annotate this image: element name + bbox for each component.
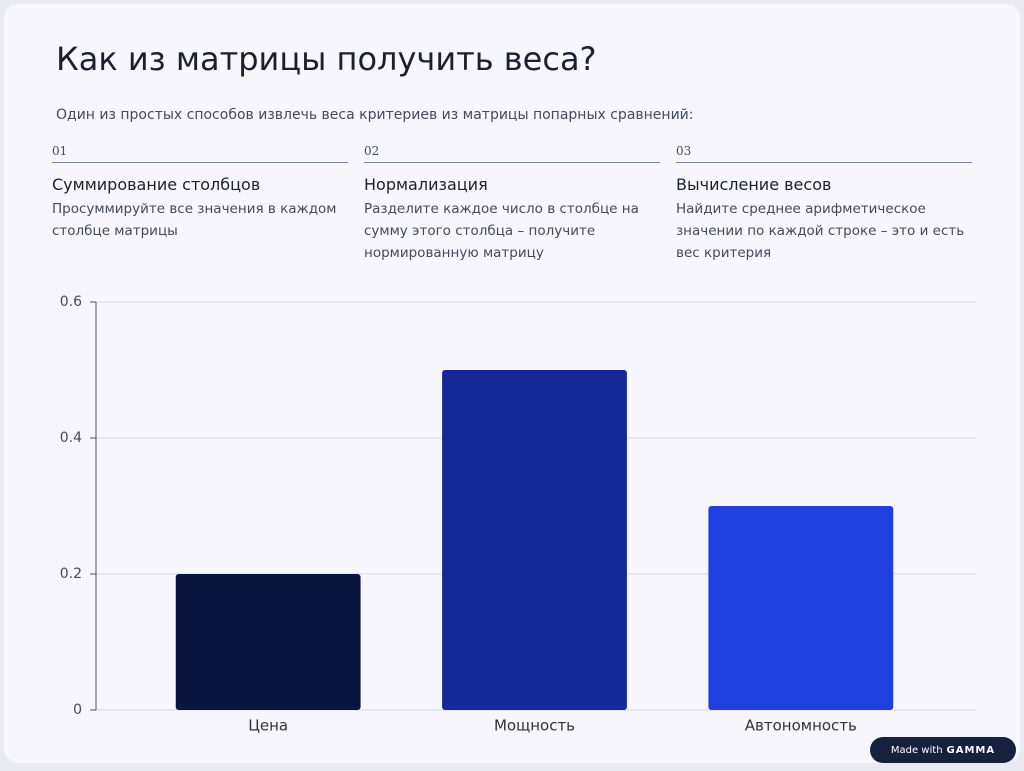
step: 03 Вычисление весов Найдите среднее арифме…: [676, 144, 972, 264]
step-text: Найдите среднее арифметическое значении …: [676, 201, 965, 261]
step-heading: Нормализация: [364, 175, 488, 194]
bar: [442, 370, 627, 710]
step-heading: Суммирование столбцов: [52, 175, 261, 194]
step-number: 03: [676, 144, 972, 163]
x-tick-label: Мощность: [494, 717, 575, 735]
step-number: 01: [52, 144, 348, 163]
step-text: Просуммируйте все значения в каждом стол…: [52, 201, 337, 239]
step: 02 Нормализация Разделите каждое число в с…: [364, 144, 660, 264]
bar: [175, 574, 361, 710]
x-tick-label: Цена: [248, 717, 288, 735]
y-tick-label: 0.4: [60, 430, 82, 446]
slide: Как из матрицы получить веса? Один из пр…: [4, 4, 1020, 763]
badge-brand: GAMMA: [946, 744, 996, 756]
y-tick-label: 0.2: [60, 566, 82, 582]
badge[interactable]: Made with GAMMA: [870, 737, 1016, 763]
y-tick-label: 0.6: [60, 294, 82, 310]
step-heading: Вычисление весов: [676, 175, 832, 194]
chart: 0 0.2 0.4 0.6 Цена Мощность Автономность: [60, 294, 976, 735]
y-tick-label: 0: [73, 702, 82, 718]
step-number: 02: [364, 144, 660, 163]
title: Как из матрицы получить веса?: [56, 40, 597, 78]
step: 01 Суммирование столбцов Просуммируйте все…: [52, 144, 348, 242]
badge-prefix: Made with: [890, 744, 943, 756]
subtitle: Один из простых способов извлечь веса кр…: [56, 107, 694, 123]
bar: [708, 506, 894, 710]
step-text: Разделите каждое число в столбце на сумм…: [364, 201, 639, 261]
x-tick-label: Автономность: [745, 717, 857, 735]
